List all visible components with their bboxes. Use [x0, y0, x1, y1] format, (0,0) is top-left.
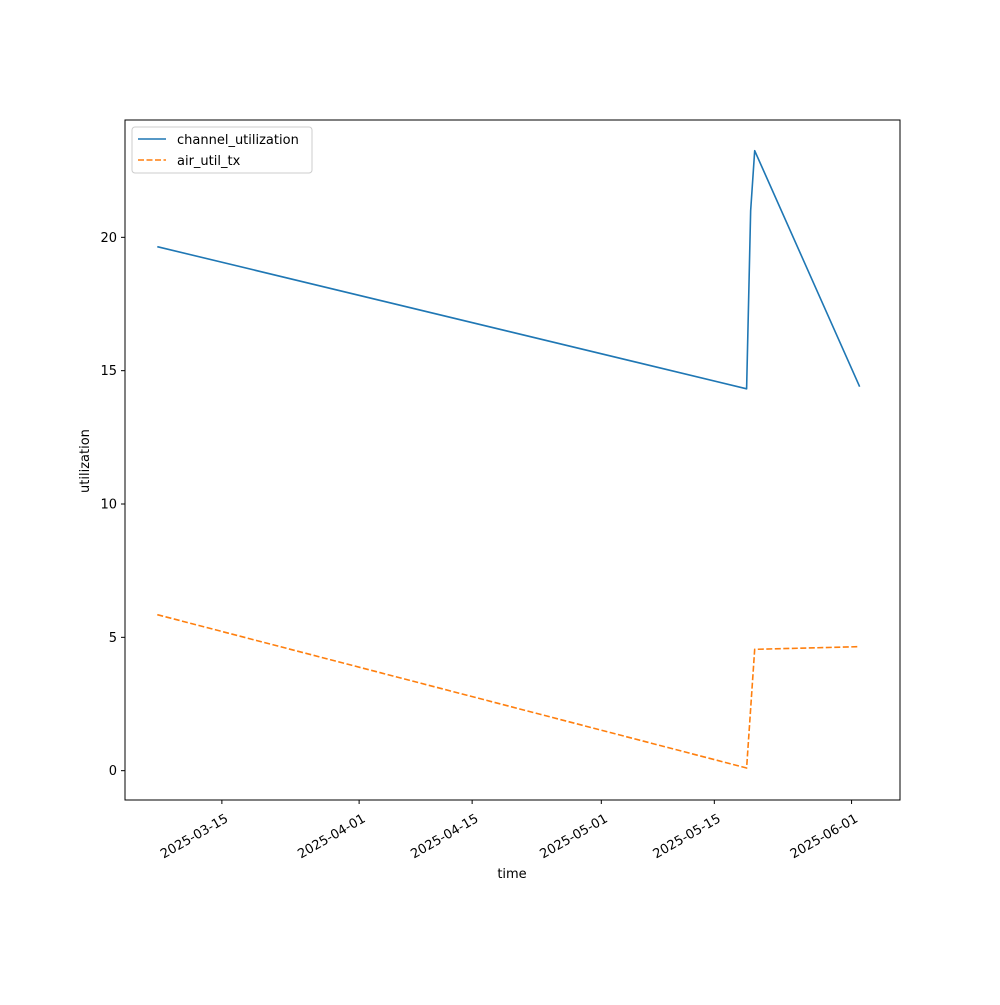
x-tick-label: 2025-05-01	[538, 811, 611, 862]
x-tick-label: 2025-03-15	[158, 811, 231, 862]
x-tick-label: 2025-04-15	[408, 811, 481, 862]
legend-label: channel_utilization	[177, 133, 299, 148]
y-tick-label: 0	[109, 764, 117, 779]
x-tick-label: 2025-05-15	[651, 811, 724, 862]
series-line-channel-utilization	[157, 149, 861, 390]
y-axis-label: utilization	[78, 429, 93, 493]
series-layer	[157, 149, 861, 769]
plot-frame	[124, 119, 901, 801]
x-tick-label: 2025-04-01	[295, 811, 368, 862]
y-tick-label: 15	[100, 364, 117, 379]
legend-label: air_util_tx	[177, 154, 241, 169]
x-tick-label: 2025-06-01	[788, 811, 861, 862]
y-axis-ticks: 0 5 10 15 20	[100, 231, 125, 779]
y-tick-label: 5	[109, 631, 117, 646]
x-axis-ticks: 2025-03-15 2025-04-01 2025-04-15 2025-05-01…	[158, 800, 861, 862]
y-tick-label: 20	[100, 231, 117, 246]
series-line-air-util-tx	[157, 613, 860, 769]
y-tick-label: 10	[100, 498, 117, 513]
legend: channel_utilization air_util_tx	[131, 126, 313, 174]
x-axis-label: time	[497, 867, 526, 882]
plot-area	[125, 120, 900, 800]
legend-box	[131, 126, 313, 174]
